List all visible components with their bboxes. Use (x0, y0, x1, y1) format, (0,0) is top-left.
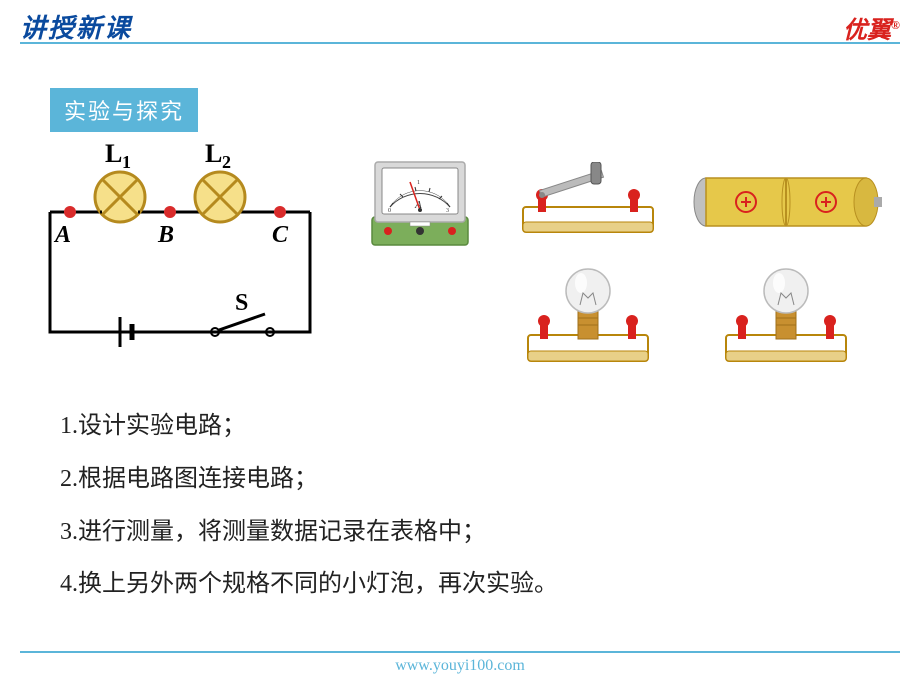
experiment-tag: 实验与探究 (50, 88, 198, 132)
svg-text:2: 2 (222, 152, 231, 172)
svg-text:B: B (157, 222, 174, 248)
header-divider (20, 42, 900, 44)
switch-icon (503, 152, 673, 252)
empty-cell (345, 260, 495, 370)
svg-text:3: 3 (446, 208, 449, 214)
bulb-icon-1 (503, 260, 673, 370)
experiment-steps: 1.设计实验电路； 2.根据电路图连接电路； 3.进行测量，将测量数据记录在表格… (60, 400, 920, 611)
circuit-schematic: L 1 L 2 A B C S (30, 142, 330, 362)
brand-logo: 优翼® (843, 10, 900, 45)
svg-text:S: S (235, 290, 248, 316)
slide-footer: www.youyi100.com (20, 651, 900, 675)
ammeter-icon: 0 1 3 A (345, 152, 495, 252)
svg-text:A: A (53, 222, 71, 248)
step-2: 2.根据电路图连接电路； (60, 453, 920, 506)
diagrams-row: L 1 L 2 A B C S (0, 142, 920, 370)
svg-text:L: L (105, 142, 122, 168)
step-4: 4.换上另外两个规格不同的小灯泡，再次实验。 (60, 558, 920, 611)
battery-icon (681, 152, 891, 252)
footer-url: www.youyi100.com (20, 657, 900, 675)
bulb-icon-2 (681, 260, 891, 370)
svg-text:0: 0 (388, 208, 391, 214)
step-1: 1.设计实验电路； (60, 400, 920, 453)
svg-text:L: L (205, 142, 222, 168)
footer-divider (20, 651, 900, 653)
step-3: 3.进行测量，将测量数据记录在表格中； (60, 506, 920, 559)
svg-text:1: 1 (417, 180, 420, 186)
components-grid: 0 1 3 A (345, 142, 900, 370)
slide-title: 讲授新课 (20, 8, 900, 45)
brand-mark: ® (891, 18, 900, 32)
svg-text:1: 1 (122, 152, 131, 172)
svg-text:C: C (272, 222, 289, 248)
slide-header: 讲授新课 优翼® (0, 0, 920, 48)
brand-text: 优翼 (843, 18, 891, 44)
